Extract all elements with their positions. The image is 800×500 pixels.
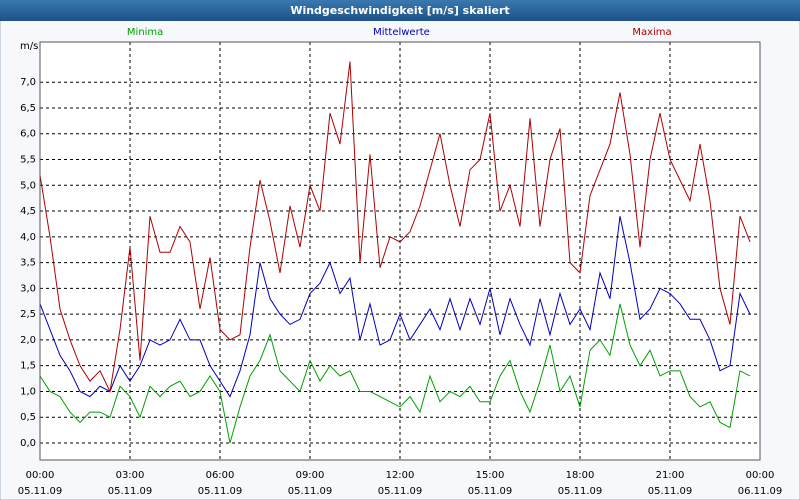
- y-tick-label: 4,5: [20, 206, 36, 217]
- x-tick-date: 05.11.09: [468, 486, 513, 497]
- y-axis-unit: m/s: [20, 41, 38, 52]
- y-tick-label: 3,5: [20, 258, 36, 269]
- x-tick-date: 05.11.09: [288, 486, 333, 497]
- x-tick-date: 06.11.09: [738, 486, 783, 497]
- y-tick-label: 2,5: [20, 309, 36, 320]
- x-tick-date: 05.11.09: [18, 486, 63, 497]
- y-tick-label: 1,5: [20, 361, 36, 372]
- x-tick-date: 05.11.09: [558, 486, 603, 497]
- legend-entry: Maxima: [632, 27, 671, 38]
- y-tick-label: 0,0: [20, 438, 36, 449]
- series-line: [39, 216, 751, 398]
- x-tick-label: 00:00: [26, 470, 55, 481]
- y-tick-label: 2,0: [20, 335, 36, 346]
- series-line: [39, 303, 751, 444]
- y-tick-label: 5,5: [20, 155, 36, 166]
- chart-title: Windgeschwindigkeit [m/s] skaliert: [290, 4, 509, 17]
- x-tick-label: 00:00: [746, 470, 775, 481]
- x-tick-date: 05.11.09: [198, 486, 243, 497]
- x-tick-label: 06:00: [206, 470, 235, 481]
- x-tick-label: 09:00: [296, 470, 325, 481]
- x-tick-label: 21:00: [656, 470, 685, 481]
- plot-border: [39, 41, 761, 461]
- y-tick-label: 6,0: [20, 129, 36, 140]
- x-tick-label: 18:00: [566, 470, 595, 481]
- x-tick-label: 15:00: [476, 470, 505, 481]
- y-tick-label: 3,0: [20, 283, 36, 294]
- y-tick-label: 4,0: [20, 232, 36, 243]
- x-tick-date: 05.11.09: [108, 486, 153, 497]
- y-tick-label: 5,0: [20, 180, 36, 191]
- y-tick-label: 7,0: [20, 77, 36, 88]
- y-tick-label: 1,0: [20, 386, 36, 397]
- series-line: [39, 61, 751, 394]
- y-tick-label: 6,5: [20, 103, 36, 114]
- legend-entry: Minima: [127, 27, 163, 38]
- title-bar: [0, 0, 800, 21]
- legend-entry: Mittelwerte: [373, 27, 430, 38]
- x-tick-date: 05.11.09: [378, 486, 423, 497]
- y-tick-label: 0,5: [20, 412, 36, 423]
- x-tick-label: 12:00: [386, 470, 415, 481]
- x-tick-date: 05.11.09: [648, 486, 693, 497]
- x-tick-label: 03:00: [116, 470, 145, 481]
